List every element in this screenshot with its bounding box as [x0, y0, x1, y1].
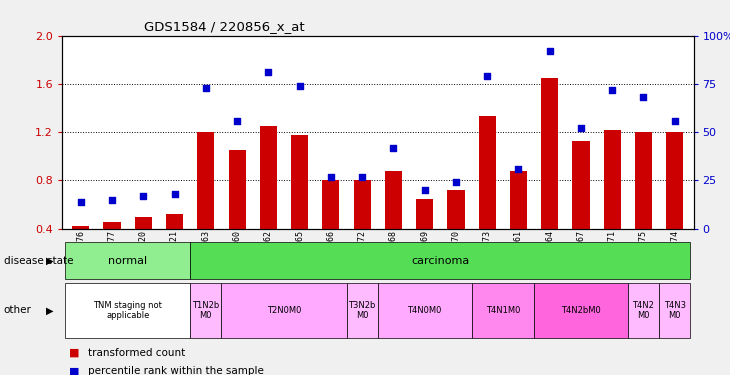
Bar: [628, 283, 659, 338]
Bar: [378, 283, 472, 338]
Point: [137, 193, 149, 199]
Bar: [104, 222, 120, 229]
Text: ▶: ▶: [46, 305, 53, 315]
Point: [419, 187, 431, 193]
Text: transformed count: transformed count: [88, 348, 185, 357]
Text: GDS1584 / 220856_x_at: GDS1584 / 220856_x_at: [144, 20, 304, 33]
Text: disease state: disease state: [4, 256, 73, 266]
Point: [544, 48, 556, 54]
Text: T4N3
M0: T4N3 M0: [664, 301, 685, 320]
Bar: [447, 190, 464, 229]
Bar: [572, 141, 590, 229]
Point: [607, 87, 618, 93]
Point: [293, 83, 305, 89]
Bar: [479, 117, 496, 229]
Bar: [416, 199, 434, 229]
Point: [575, 125, 587, 131]
Text: T3N2b
M0: T3N2b M0: [348, 301, 376, 320]
Point: [107, 197, 118, 203]
Bar: [197, 132, 215, 229]
Point: [200, 85, 212, 91]
Bar: [635, 132, 652, 229]
Point: [512, 166, 524, 172]
Point: [231, 118, 243, 124]
Bar: [65, 283, 191, 338]
Bar: [666, 132, 683, 229]
Text: T4N2bM0: T4N2bM0: [561, 306, 601, 315]
Point: [450, 179, 462, 185]
Text: ▶: ▶: [46, 256, 53, 266]
Bar: [135, 217, 152, 229]
Text: TNM staging not
applicable: TNM staging not applicable: [93, 301, 162, 320]
Point: [388, 145, 399, 151]
Text: T4N0M0: T4N0M0: [407, 306, 442, 315]
Bar: [510, 171, 527, 229]
Point: [75, 199, 87, 205]
Bar: [291, 135, 308, 229]
Bar: [65, 242, 191, 279]
Bar: [221, 283, 347, 338]
Text: T4N1M0: T4N1M0: [485, 306, 520, 315]
Bar: [191, 242, 691, 279]
Text: T2N0M0: T2N0M0: [266, 306, 301, 315]
Text: ■: ■: [69, 366, 80, 375]
Bar: [72, 226, 89, 229]
Point: [263, 69, 274, 75]
Point: [481, 73, 493, 79]
Bar: [659, 283, 691, 338]
Point: [325, 174, 337, 180]
Bar: [604, 130, 620, 229]
Bar: [166, 214, 183, 229]
Point: [169, 191, 180, 197]
Text: T1N2b
M0: T1N2b M0: [192, 301, 220, 320]
Text: ■: ■: [69, 348, 80, 357]
Text: other: other: [4, 305, 31, 315]
Point: [356, 174, 368, 180]
Text: T4N2
M0: T4N2 M0: [633, 301, 654, 320]
Bar: [385, 171, 402, 229]
Bar: [260, 126, 277, 229]
Text: percentile rank within the sample: percentile rank within the sample: [88, 366, 264, 375]
Point: [637, 94, 649, 100]
Bar: [534, 283, 628, 338]
Bar: [228, 150, 246, 229]
Bar: [353, 180, 371, 229]
Bar: [347, 283, 378, 338]
Point: [669, 118, 680, 124]
Bar: [472, 283, 534, 338]
Text: normal: normal: [108, 256, 147, 266]
Bar: [541, 78, 558, 229]
Text: carcinoma: carcinoma: [411, 256, 469, 266]
Bar: [191, 283, 221, 338]
Bar: [322, 180, 339, 229]
